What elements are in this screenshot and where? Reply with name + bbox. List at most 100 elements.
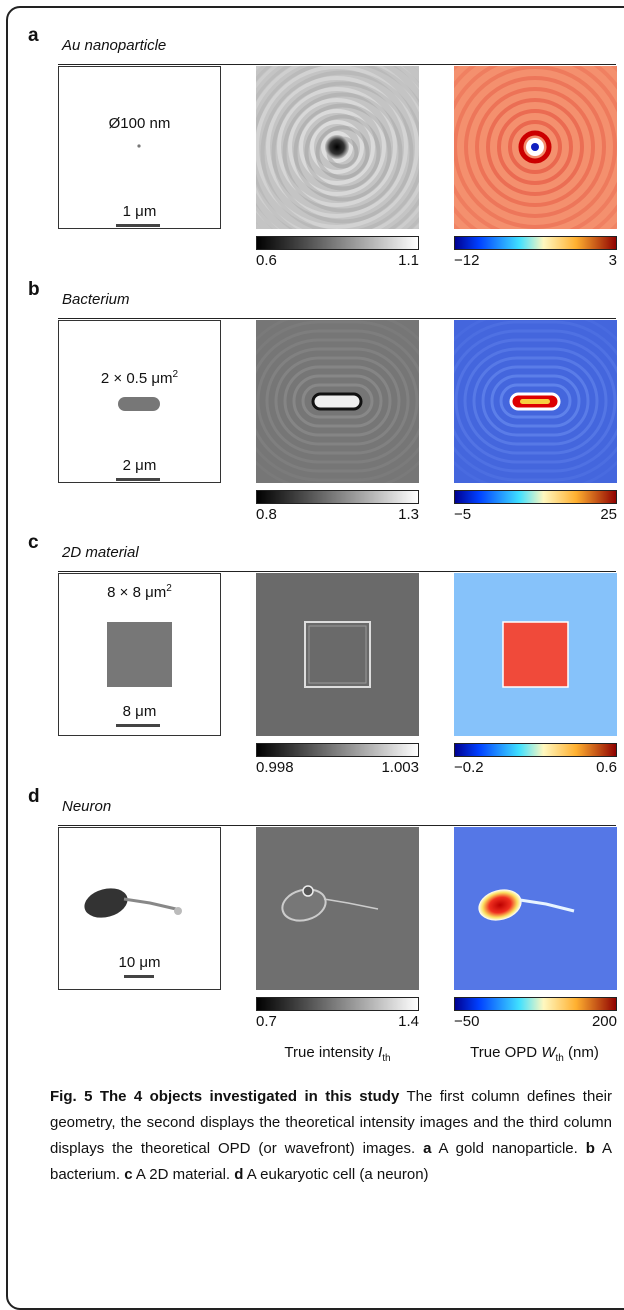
nucleus-img: [302, 885, 314, 897]
intensity-image: [256, 827, 419, 990]
neurite-img: [323, 898, 379, 910]
geometry-image: [58, 320, 221, 483]
tip: [174, 907, 182, 915]
scale-bar: [116, 478, 160, 481]
panel-title: Bacterium: [62, 291, 130, 308]
ring: [292, 374, 383, 428]
colorbar: [454, 743, 617, 757]
ring: [271, 81, 414, 224]
opd-image: [454, 320, 617, 483]
rule: [58, 825, 616, 826]
panel-title: 2D material: [62, 544, 139, 561]
ring: [265, 347, 410, 455]
caption-title: Fig. 5 The 4 objects investigated in thi…: [50, 1088, 400, 1105]
flake-img: [304, 621, 371, 688]
label-text: True OPD: [470, 1044, 538, 1061]
caption-item-letter: d: [234, 1166, 244, 1183]
colorbar-min: 0.8: [256, 506, 277, 523]
page: a Au nanoparticle Ø100 nm 1 μm 0.6 1.1 −12 3 b Ba…: [6, 6, 624, 1310]
scale-bar: [116, 224, 160, 227]
ring: [293, 103, 392, 202]
opd-image: [454, 573, 617, 736]
rule: [58, 571, 616, 572]
scale-label: 2 μm: [122, 457, 157, 474]
colorbar: [454, 490, 617, 504]
label-var: W: [541, 1044, 556, 1061]
intensity-image: [256, 320, 419, 483]
label-sub: th: [555, 1053, 564, 1064]
panel-letter: a: [28, 25, 39, 46]
colorbar-min: −50: [454, 1013, 480, 1030]
scale-label: 10 μm: [118, 954, 161, 971]
caption-item-letter: b: [585, 1140, 595, 1157]
ring: [454, 66, 617, 229]
ring: [282, 92, 403, 213]
caption-items: a A gold nanoparticle. b A bacterium. c …: [50, 1140, 612, 1183]
colorbar-min: 0.998: [256, 759, 294, 776]
caption-item-letter: c: [124, 1166, 133, 1183]
ring: [490, 374, 581, 428]
bacterium-img: [311, 392, 363, 411]
ring: [481, 365, 590, 437]
colorbar-max: 1.1: [398, 252, 419, 269]
size-sup: 2: [172, 369, 179, 380]
ring: [472, 356, 599, 446]
panel-title: Neuron: [62, 798, 112, 815]
colorbar-min: −12: [454, 252, 480, 269]
caption-item-letter: a: [423, 1140, 432, 1157]
geometry-image: [58, 573, 221, 736]
colorbar-fill: [256, 236, 419, 250]
caption-item-text: A eukaryotic cell (a neuron): [246, 1166, 429, 1183]
ring: [508, 120, 562, 174]
panel-title: Au nanoparticle: [62, 37, 167, 54]
colorbar-min: 0.6: [256, 252, 277, 269]
ring-red: [518, 130, 552, 164]
size-label: 8 × 8 μm2: [58, 583, 221, 601]
caption: Fig. 5 The 4 objects investigated in thi…: [50, 1084, 612, 1188]
colorbar-max: 1.003: [381, 759, 419, 776]
caption-item-text: A bacterium.: [50, 1140, 612, 1183]
ring: [497, 109, 573, 185]
colorbar-fill: [256, 997, 419, 1011]
ring: [256, 320, 419, 482]
soma: [84, 888, 128, 918]
flake: [107, 622, 172, 687]
ring: [274, 356, 401, 446]
core: [531, 143, 539, 151]
caption-text: The first column defines their geometry,…: [50, 1088, 612, 1157]
colorbar: [256, 236, 419, 250]
ring: [463, 347, 608, 455]
spot: [325, 135, 349, 159]
size-text: 8 × 8 μm: [107, 584, 167, 601]
ring: [310, 120, 364, 174]
label-text: True intensity: [284, 1044, 374, 1061]
ring: [454, 320, 617, 482]
rule: [58, 64, 616, 65]
size-sup: 2: [166, 583, 172, 594]
panel-letter: c: [28, 532, 39, 553]
label-var: I: [378, 1044, 383, 1061]
geometry-image: [58, 827, 221, 990]
ring: [315, 125, 370, 180]
size-label: 2 × 0.5 μm2: [58, 369, 221, 387]
size-text: 2 × 0.5 μm: [100, 370, 173, 387]
intensity-image: [256, 573, 419, 736]
ring: [266, 76, 408, 218]
ring: [464, 76, 606, 218]
intensity-axis-label: True intensity Ith: [256, 1044, 419, 1064]
geometry-image: [58, 66, 221, 229]
colorbar: [454, 236, 617, 250]
ring: [475, 87, 595, 207]
soma-opd: [478, 889, 522, 921]
rule: [58, 318, 616, 319]
opd-axis-label: True OPD Wth (nm): [448, 1044, 621, 1064]
panel-letter: d: [28, 786, 40, 807]
scale-bar: [124, 975, 154, 978]
neurite-opd: [519, 898, 575, 913]
size-text: Ø100 nm: [108, 115, 171, 132]
ring: [454, 329, 617, 473]
ring: [454, 338, 617, 464]
colorbar-fill: [454, 997, 617, 1011]
colorbar: [256, 743, 419, 757]
colorbar-fill: [256, 743, 419, 757]
